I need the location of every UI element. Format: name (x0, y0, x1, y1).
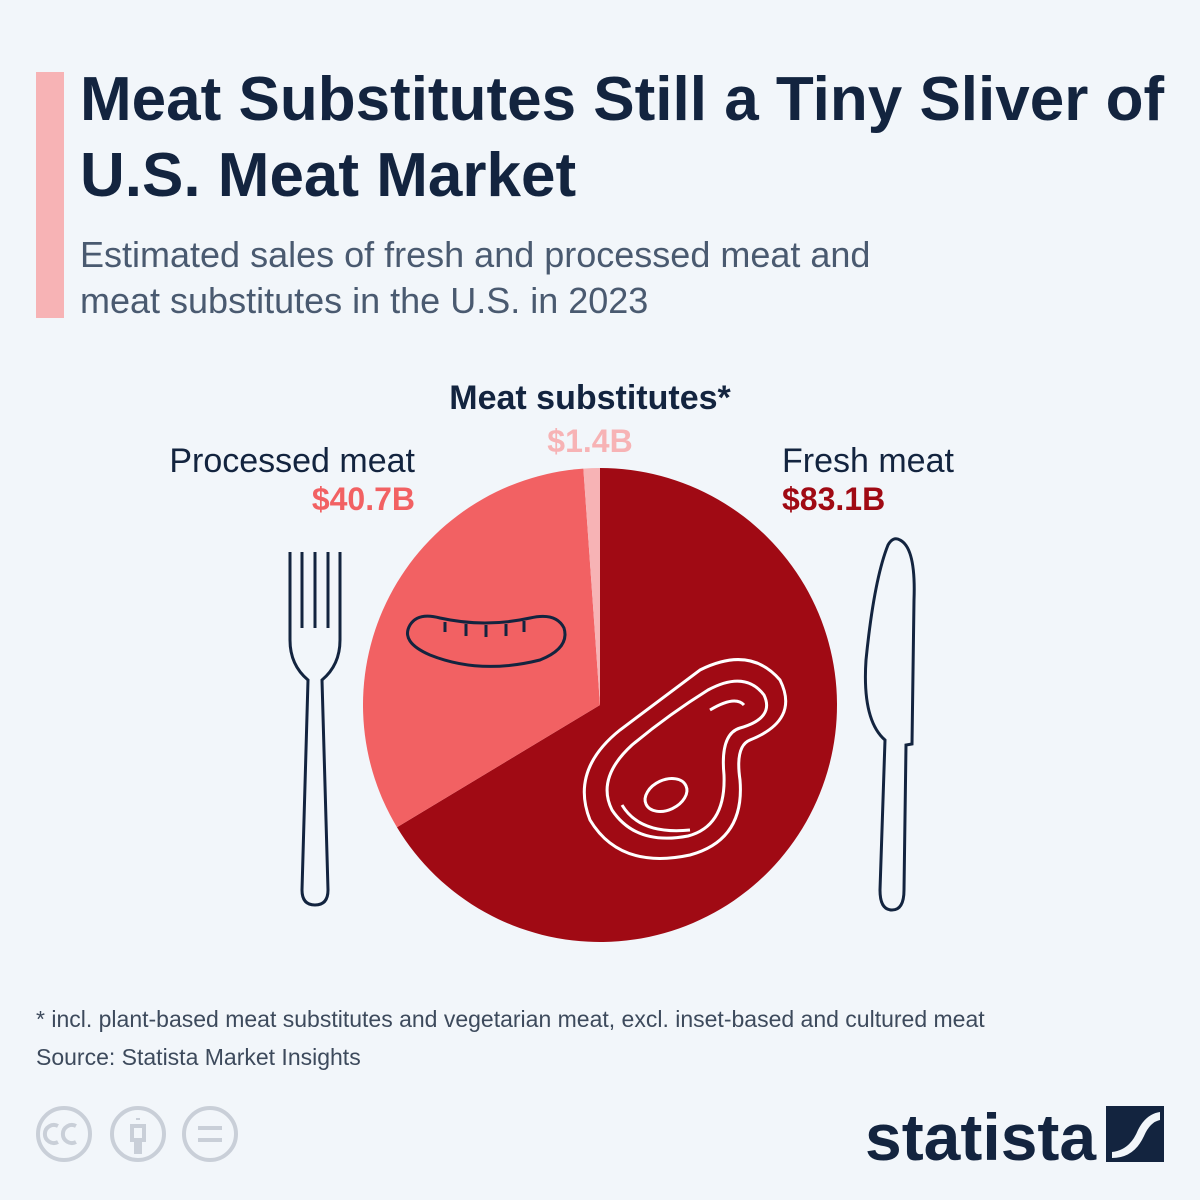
license-icons (36, 1106, 238, 1162)
fork-icon (288, 552, 342, 907)
pie-slice (363, 468, 600, 828)
brand-icon (1106, 1106, 1164, 1162)
steak-icon (582, 658, 788, 860)
value-label: $1.4B (547, 423, 632, 459)
footnote: * incl. plant-based meat substitutes and… (36, 1006, 985, 1032)
source: Source: Statista Market Insights (36, 1044, 361, 1070)
chart-title: Meat Substitutes Still a Tiny Sliver of … (80, 65, 1165, 210)
knife-icon (863, 537, 916, 912)
chart-subtitle: Estimated sales of fresh and processed m… (80, 234, 871, 321)
slice-label: Processed meat (169, 442, 415, 480)
brand-logo: statista (865, 1100, 1097, 1174)
pie-slice (396, 468, 837, 942)
slice-label: Meat substitutes* (449, 379, 731, 417)
sausage-icon (406, 614, 567, 668)
footer: * incl. plant-based meat substitutes and… (36, 1000, 985, 1076)
value-label: $83.1B (782, 481, 885, 517)
slice-label: Fresh meat (782, 442, 954, 480)
value-label: $40.7B (312, 481, 415, 517)
accent-bar (36, 72, 64, 318)
pie-slice (583, 468, 600, 705)
